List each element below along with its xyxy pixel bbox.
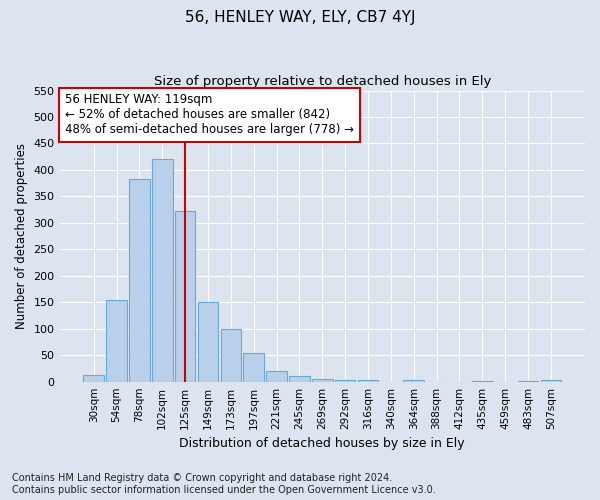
Bar <box>198 302 218 382</box>
Bar <box>175 210 196 382</box>
Bar <box>541 380 561 382</box>
Bar <box>266 371 287 382</box>
Bar <box>244 352 264 382</box>
Text: 56 HENLEY WAY: 119sqm
← 52% of detached houses are smaller (842)
48% of semi-det: 56 HENLEY WAY: 119sqm ← 52% of detached … <box>65 94 354 136</box>
Bar <box>358 380 378 382</box>
X-axis label: Distribution of detached houses by size in Ely: Distribution of detached houses by size … <box>179 437 465 450</box>
Bar <box>221 328 241 382</box>
Bar <box>312 378 332 382</box>
Y-axis label: Number of detached properties: Number of detached properties <box>15 143 28 329</box>
Bar <box>518 380 538 382</box>
Bar <box>472 380 493 382</box>
Bar <box>106 300 127 382</box>
Title: Size of property relative to detached houses in Ely: Size of property relative to detached ho… <box>154 75 491 88</box>
Text: 56, HENLEY WAY, ELY, CB7 4YJ: 56, HENLEY WAY, ELY, CB7 4YJ <box>185 10 415 25</box>
Bar <box>83 375 104 382</box>
Bar <box>289 376 310 382</box>
Text: Contains HM Land Registry data © Crown copyright and database right 2024.
Contai: Contains HM Land Registry data © Crown c… <box>12 474 436 495</box>
Bar <box>129 179 150 382</box>
Bar <box>152 160 173 382</box>
Bar <box>335 380 355 382</box>
Bar <box>403 380 424 382</box>
